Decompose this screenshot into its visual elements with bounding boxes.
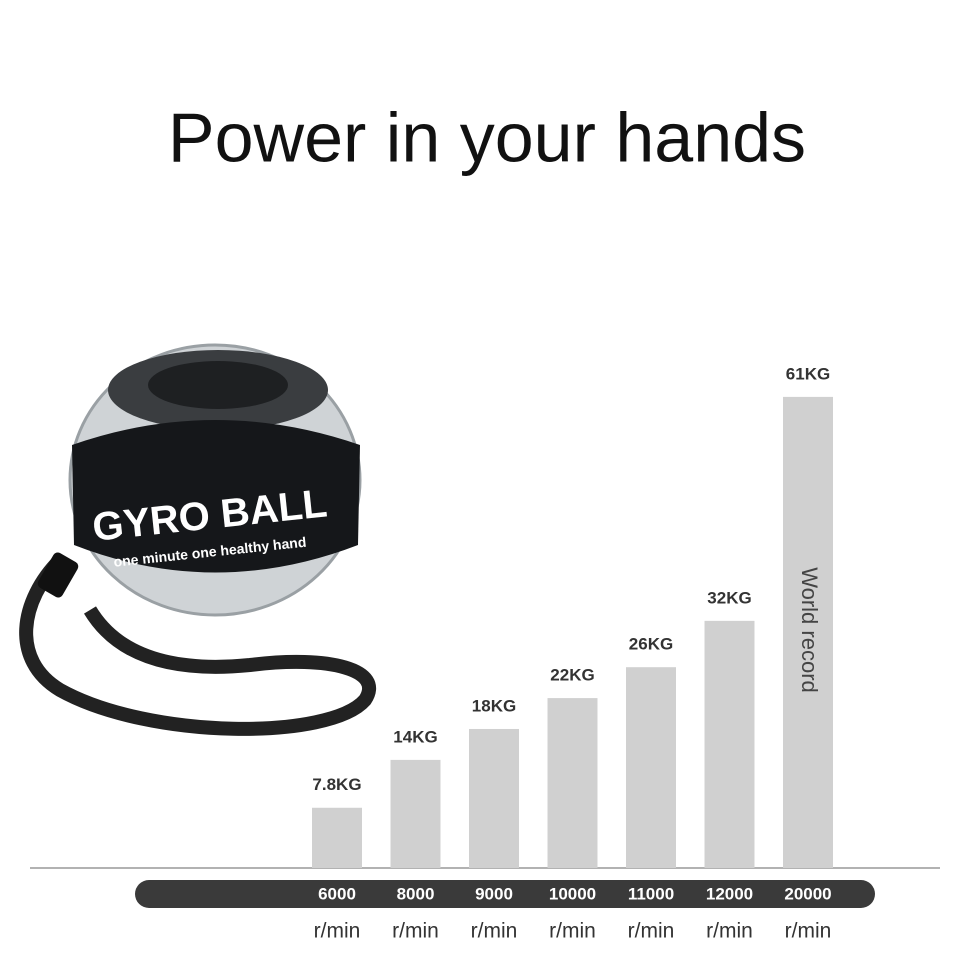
bar bbox=[312, 807, 362, 868]
annotation: World record bbox=[797, 567, 822, 693]
bar bbox=[626, 667, 676, 868]
x-tick-label: 10000 bbox=[549, 884, 596, 903]
x-tick-label: 9000 bbox=[475, 884, 513, 903]
x-tick-label: 11000 bbox=[628, 884, 674, 903]
ball-rotor bbox=[148, 361, 288, 409]
x-unit-label: r/min bbox=[471, 920, 518, 943]
x-unit-label: r/min bbox=[549, 920, 596, 943]
x-unit-label: r/min bbox=[628, 920, 675, 943]
value-label: 32KG bbox=[707, 588, 751, 607]
bar bbox=[390, 759, 441, 868]
x-tick-label: 6000 bbox=[318, 884, 356, 903]
x-tick-label: 12000 bbox=[706, 884, 753, 903]
value-label: 18KG bbox=[472, 696, 516, 715]
value-label: 26KG bbox=[629, 635, 673, 654]
bar bbox=[704, 620, 755, 868]
x-tick-label: 20000 bbox=[784, 884, 831, 903]
x-unit-label: r/min bbox=[314, 920, 361, 943]
value-label: 14KG bbox=[393, 727, 437, 746]
bar bbox=[547, 698, 598, 868]
bar bbox=[469, 728, 519, 868]
chart-title: Power in your hands bbox=[168, 98, 806, 176]
value-label: 7.8KG bbox=[312, 775, 361, 794]
x-unit-label: r/min bbox=[785, 920, 832, 943]
x-unit-label: r/min bbox=[706, 920, 753, 943]
product-image: GYRO BALL one minute one healthy hand bbox=[19, 343, 377, 736]
value-label: 61KG bbox=[786, 364, 830, 383]
axis-band bbox=[135, 880, 875, 908]
x-unit-label: r/min bbox=[392, 920, 439, 943]
strap-clip bbox=[37, 552, 79, 598]
strap bbox=[19, 555, 377, 736]
x-tick-label: 8000 bbox=[397, 884, 435, 903]
ball-band bbox=[72, 420, 360, 573]
value-label: 22KG bbox=[550, 666, 594, 685]
bar bbox=[783, 396, 833, 868]
